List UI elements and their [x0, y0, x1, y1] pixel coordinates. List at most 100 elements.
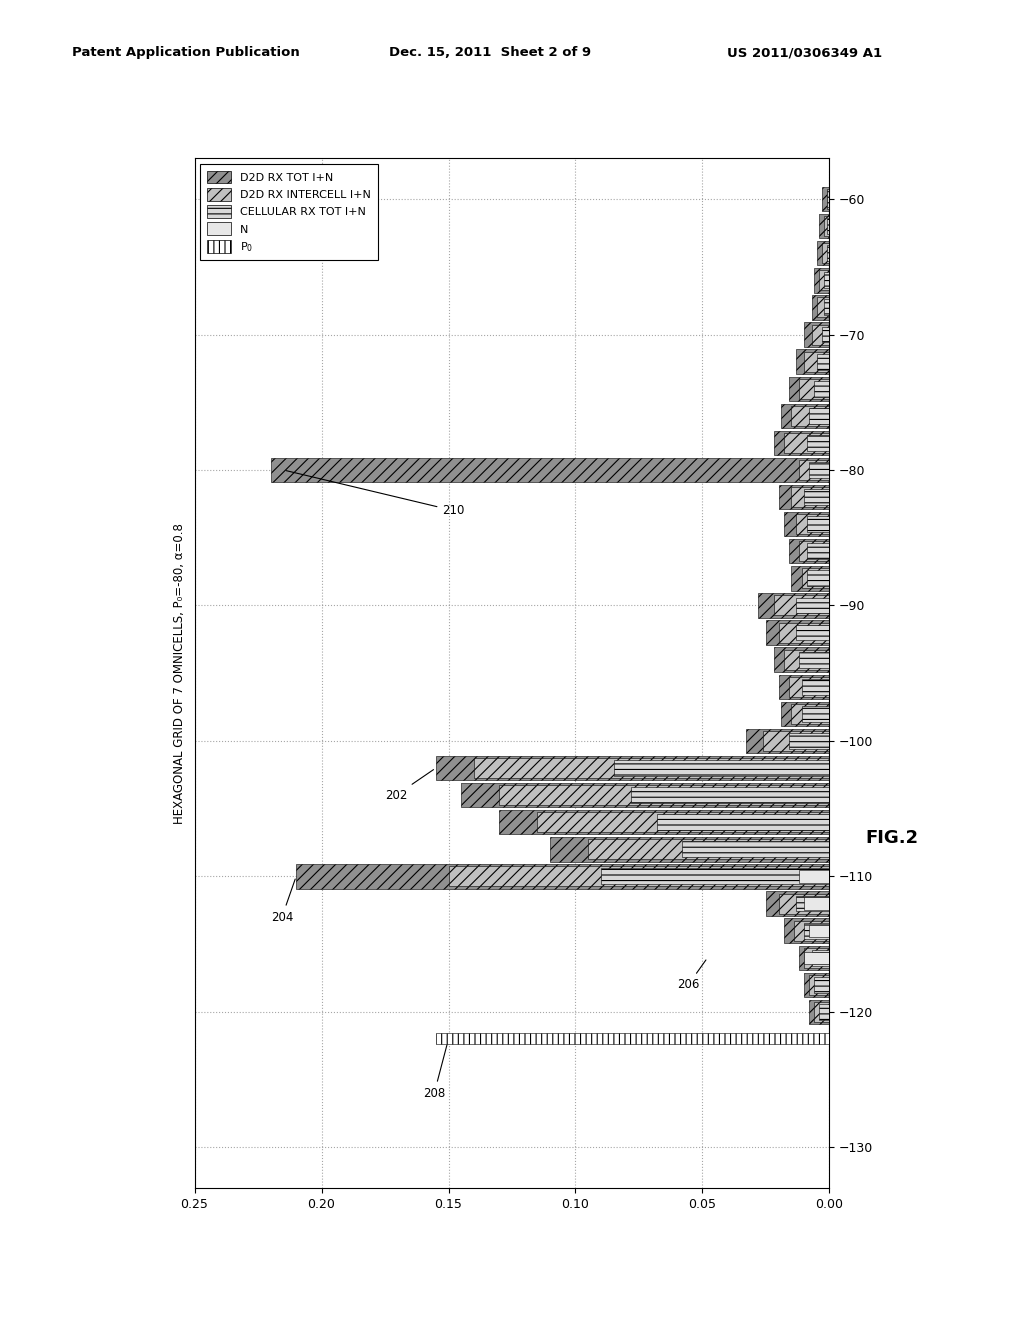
Text: Dec. 15, 2011  Sheet 2 of 9: Dec. 15, 2011 Sheet 2 of 9	[389, 46, 591, 59]
Bar	[538, 812, 829, 832]
Bar	[812, 325, 829, 345]
Bar	[794, 920, 829, 941]
Bar	[783, 649, 829, 669]
Bar	[296, 865, 829, 888]
Bar	[773, 430, 829, 455]
Bar	[817, 354, 829, 370]
Bar	[819, 214, 829, 239]
Legend: D2D RX TOT I+N, D2D RX INTERCELL I+N, CELLULAR RX TOT I+N, N, P$_0$: D2D RX TOT I+N, D2D RX INTERCELL I+N, CE…	[200, 164, 378, 260]
Bar	[601, 869, 829, 884]
Bar	[474, 758, 829, 777]
Bar	[788, 677, 829, 697]
Bar	[788, 376, 829, 401]
Bar	[824, 300, 829, 315]
Bar	[809, 924, 829, 937]
Bar	[778, 675, 829, 700]
Text: 208: 208	[423, 1041, 447, 1100]
Bar	[781, 404, 829, 428]
Bar	[436, 756, 829, 780]
Bar	[819, 1005, 829, 1020]
Bar	[827, 246, 829, 261]
Bar	[436, 1034, 829, 1044]
Bar	[822, 326, 829, 342]
Bar	[812, 950, 829, 966]
Bar	[656, 814, 829, 830]
Bar	[783, 919, 829, 942]
Bar	[804, 322, 829, 347]
Bar	[778, 623, 829, 643]
Bar	[759, 593, 829, 618]
Bar	[745, 729, 829, 754]
Text: 204: 204	[270, 879, 295, 924]
Bar	[827, 218, 829, 234]
Bar	[797, 350, 829, 374]
Bar	[613, 760, 829, 776]
Bar	[783, 512, 829, 536]
Bar	[778, 484, 829, 510]
Bar	[802, 678, 829, 694]
Bar	[814, 977, 829, 993]
Bar	[809, 408, 829, 424]
Bar	[500, 810, 829, 834]
Bar	[822, 243, 829, 263]
Bar	[807, 516, 829, 532]
Bar	[802, 569, 829, 589]
Bar	[819, 271, 829, 290]
Bar	[797, 895, 829, 911]
Bar	[788, 733, 829, 748]
Bar	[797, 598, 829, 614]
Bar	[773, 648, 829, 672]
Bar	[812, 296, 829, 319]
Bar	[804, 351, 829, 372]
Text: FIG.2: FIG.2	[865, 829, 919, 847]
Bar	[550, 837, 829, 862]
Bar	[778, 894, 829, 913]
Bar	[788, 539, 829, 564]
Bar	[814, 1002, 829, 1022]
Bar	[804, 923, 829, 939]
Bar	[588, 840, 829, 859]
Bar	[809, 462, 829, 478]
Bar	[792, 405, 829, 426]
Bar	[799, 379, 829, 399]
Bar	[792, 566, 829, 590]
Bar	[792, 487, 829, 507]
Bar	[804, 490, 829, 506]
Bar	[827, 191, 829, 207]
Text: 202: 202	[385, 770, 433, 801]
Bar	[822, 187, 829, 211]
Bar	[773, 595, 829, 615]
Bar	[781, 702, 829, 726]
Bar	[807, 570, 829, 586]
Bar	[804, 948, 829, 968]
Bar	[799, 652, 829, 668]
Text: US 2011/0306349 A1: US 2011/0306349 A1	[727, 46, 882, 59]
Bar	[783, 433, 829, 453]
Bar	[817, 242, 829, 265]
Bar	[792, 704, 829, 723]
Bar	[824, 216, 829, 236]
Bar	[799, 945, 829, 970]
Bar	[817, 297, 829, 317]
Bar	[814, 380, 829, 396]
Bar	[799, 459, 829, 480]
Bar	[270, 458, 829, 482]
Bar	[804, 898, 829, 909]
Bar	[824, 272, 829, 288]
Bar	[799, 870, 829, 883]
Bar	[682, 841, 829, 857]
Text: Patent Application Publication: Patent Application Publication	[72, 46, 299, 59]
Bar	[804, 952, 829, 964]
Bar	[804, 973, 829, 997]
Bar	[449, 866, 829, 887]
Y-axis label: HEXAGONAL GRID OF 7 OMNICELLS, P₀=-80, α=0.8: HEXAGONAL GRID OF 7 OMNICELLS, P₀=-80, α…	[173, 523, 186, 824]
Text: 206: 206	[677, 960, 706, 991]
Bar	[766, 620, 829, 644]
Bar	[797, 624, 829, 640]
Bar	[461, 783, 829, 808]
Bar	[764, 731, 829, 751]
Bar	[814, 268, 829, 293]
Bar	[809, 974, 829, 995]
Bar	[799, 541, 829, 561]
Text: 210: 210	[286, 471, 465, 517]
